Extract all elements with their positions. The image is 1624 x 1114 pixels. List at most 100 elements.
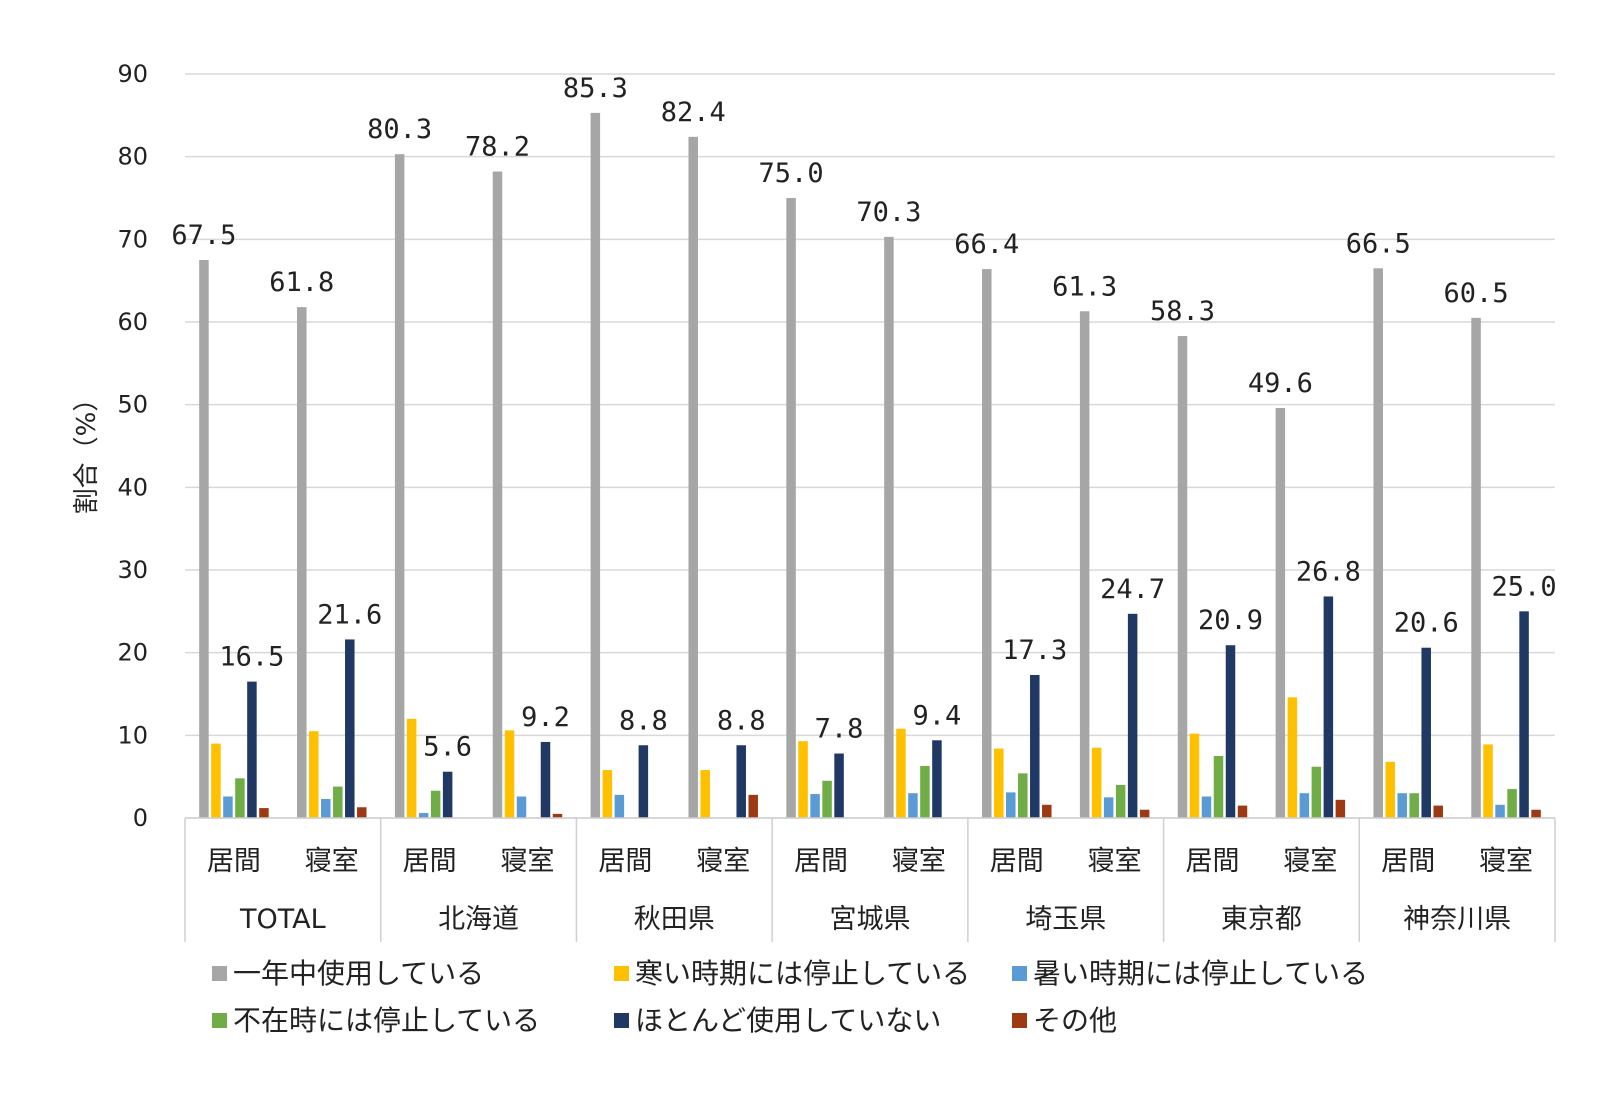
data-label: 17.3 bbox=[1002, 635, 1067, 666]
data-label: 66.4 bbox=[954, 229, 1019, 260]
bar bbox=[700, 770, 710, 818]
bar bbox=[834, 753, 844, 818]
bar bbox=[1177, 336, 1188, 818]
legend-swatch bbox=[614, 966, 629, 981]
bar bbox=[932, 740, 942, 818]
bar bbox=[504, 730, 515, 818]
data-label: 7.8 bbox=[815, 714, 864, 745]
bar bbox=[1189, 733, 1200, 818]
legend: 一年中使用している 寒い時期には停止している 暑い時期には停止している不在時には停止… bbox=[212, 957, 1368, 1037]
bar bbox=[247, 681, 257, 818]
bar bbox=[994, 748, 1004, 818]
bar bbox=[345, 639, 355, 818]
bar bbox=[1495, 804, 1505, 818]
data-label: 8.8 bbox=[717, 705, 766, 736]
bar bbox=[516, 796, 527, 818]
bar bbox=[211, 743, 221, 818]
x-group-label: 宮城県 bbox=[830, 904, 911, 935]
bar-series bbox=[199, 112, 1541, 819]
x-category-label: 居間 bbox=[990, 846, 1044, 877]
bar bbox=[1323, 596, 1334, 818]
data-label: 60.5 bbox=[1444, 278, 1509, 309]
bar bbox=[1507, 789, 1517, 818]
bar bbox=[1519, 611, 1529, 818]
data-label: 82.4 bbox=[661, 97, 726, 128]
data-label: 67.5 bbox=[171, 220, 236, 251]
bar bbox=[1213, 756, 1224, 818]
data-label: 16.5 bbox=[219, 642, 284, 673]
bar bbox=[357, 807, 367, 818]
bar bbox=[1042, 804, 1052, 818]
bar bbox=[1115, 784, 1126, 818]
data-label: 5.6 bbox=[423, 732, 472, 763]
bar bbox=[552, 813, 563, 818]
data-label: 8.8 bbox=[619, 705, 668, 736]
bar bbox=[540, 741, 551, 818]
x-group-label: 東京都 bbox=[1221, 904, 1302, 935]
bar bbox=[798, 741, 808, 818]
bar bbox=[1139, 809, 1150, 818]
bar bbox=[736, 745, 746, 818]
bar bbox=[418, 813, 429, 818]
data-label: 9.4 bbox=[913, 700, 962, 731]
legend-label: その他 bbox=[1033, 1004, 1117, 1037]
data-label: 25.0 bbox=[1492, 571, 1557, 602]
bar bbox=[1373, 268, 1383, 818]
x-group-label: 北海道 bbox=[438, 904, 519, 935]
bar bbox=[614, 794, 625, 818]
bar bbox=[430, 790, 441, 818]
bar bbox=[1237, 805, 1248, 818]
bar bbox=[884, 236, 894, 818]
y-tick-label: 80 bbox=[117, 143, 148, 171]
data-label: 9.2 bbox=[521, 702, 570, 733]
data-label: 78.2 bbox=[465, 132, 530, 163]
bar bbox=[1483, 744, 1493, 818]
bar bbox=[321, 798, 331, 818]
bar bbox=[1433, 805, 1443, 818]
y-tick-label: 20 bbox=[117, 639, 148, 667]
x-category-label: 居間 bbox=[403, 846, 457, 877]
bar bbox=[1385, 761, 1395, 818]
bar bbox=[259, 808, 269, 818]
bar bbox=[638, 745, 649, 818]
y-tick-label: 70 bbox=[117, 225, 148, 253]
y-axis-label: 割合（%） bbox=[72, 386, 102, 515]
bar bbox=[1079, 311, 1090, 818]
bar bbox=[602, 770, 613, 818]
bar bbox=[908, 793, 918, 818]
bar bbox=[333, 786, 343, 818]
bar bbox=[1409, 793, 1419, 818]
legend-label: 一年中使用している bbox=[233, 957, 484, 990]
bar bbox=[223, 796, 233, 818]
bar bbox=[1397, 793, 1407, 818]
bar bbox=[822, 780, 832, 818]
y-tick-label: 30 bbox=[117, 556, 148, 584]
bar bbox=[1299, 793, 1310, 818]
legend-label: 暑い時期には停止している bbox=[1033, 957, 1368, 990]
data-label: 75.0 bbox=[759, 158, 824, 189]
bar bbox=[748, 794, 758, 818]
legend-swatch bbox=[614, 1013, 629, 1028]
data-label: 61.8 bbox=[269, 267, 334, 298]
legend-label: ほとんど使用していない bbox=[635, 1004, 941, 1037]
bar bbox=[235, 778, 245, 818]
bar bbox=[1335, 799, 1346, 818]
bar bbox=[1018, 773, 1028, 818]
bar bbox=[1225, 645, 1236, 818]
x-group-label: TOTAL bbox=[239, 904, 326, 935]
bar bbox=[492, 171, 503, 819]
bar bbox=[297, 307, 307, 818]
bar bbox=[1421, 647, 1431, 818]
bar bbox=[1471, 317, 1481, 818]
data-label: 24.7 bbox=[1100, 574, 1165, 605]
data-label: 66.5 bbox=[1346, 228, 1411, 259]
bar bbox=[896, 728, 906, 818]
bar bbox=[1127, 613, 1138, 818]
bar bbox=[688, 136, 698, 818]
x-group-label: 神奈川県 bbox=[1403, 904, 1511, 935]
bar bbox=[1006, 792, 1016, 818]
x-category-label: 寝室 bbox=[305, 846, 359, 877]
legend-swatch bbox=[1012, 966, 1027, 981]
bar bbox=[1091, 747, 1102, 818]
